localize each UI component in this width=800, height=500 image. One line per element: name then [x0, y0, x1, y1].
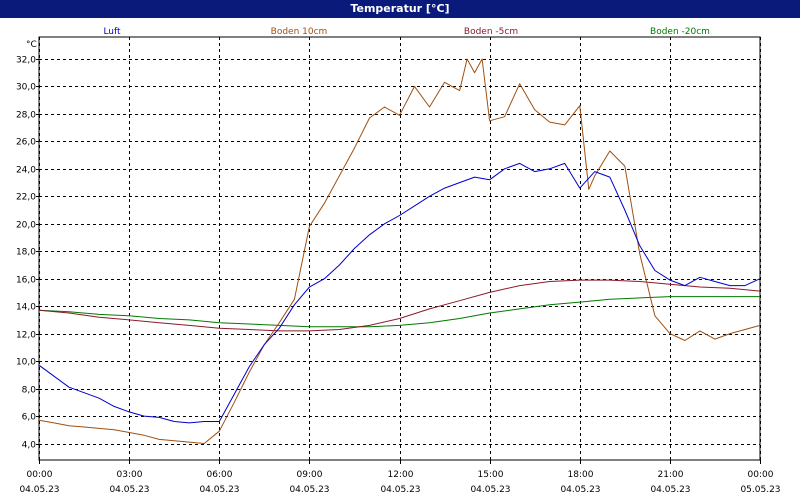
x-tick-time-label: 00:00 — [27, 470, 53, 480]
y-tick-label: 32,0 — [16, 56, 36, 66]
series-line-boden-10cm — [38, 58, 761, 444]
y-tick-label: 18,0 — [16, 248, 36, 258]
legend-luft: Luft — [103, 27, 121, 37]
x-tick-date-label: 04.05.23 — [560, 485, 600, 495]
legend-boden-5cm: Boden -5cm — [464, 27, 518, 37]
y-tick-label: 22,0 — [16, 193, 36, 203]
temperature-chart: 4,0 6,0 8,0 10,0 12,0 14,0 16,0 18,0 20,0 22,0 24,… — [16, 27, 781, 495]
legend-boden-20cm: Boden -20cm — [650, 27, 710, 37]
legend-boden-10cm: Boden 10cm — [271, 27, 328, 37]
x-tick-date-label: 04.05.23 — [19, 485, 59, 495]
x-tick-date-label: 05.05.23 — [740, 485, 780, 495]
x-tick-date-label: 04.05.23 — [650, 485, 690, 495]
y-tick-label: 8,0 — [22, 386, 37, 396]
x-tick-date-label: 04.05.23 — [199, 485, 239, 495]
y-tick-label: 10,0 — [16, 358, 36, 368]
y-tick-label: 14,0 — [16, 303, 36, 313]
y-tick-label: 16,0 — [16, 276, 36, 286]
series-line-luft — [38, 162, 761, 424]
x-tick-time-label: 06:00 — [207, 470, 233, 480]
x-tick-time-label: 12:00 — [388, 470, 414, 480]
y-tick-label: 26,0 — [16, 138, 36, 148]
plot-frame — [38, 36, 761, 461]
series-line-boden-5cm — [38, 279, 761, 332]
y-tick-label: 12,0 — [16, 331, 36, 341]
y-tick-label: 24,0 — [16, 166, 36, 176]
y-tick-label: 6,0 — [22, 413, 37, 423]
series-line-boden-20cm — [38, 296, 760, 328]
x-tick-date-label: 04.05.23 — [289, 485, 329, 495]
x-tick-time-label: 00:00 — [748, 470, 774, 480]
x-tick-time-label: 09:00 — [297, 470, 323, 480]
chart-title: Temperatur [°C] — [0, 0, 800, 18]
y-tick-label: 20,0 — [16, 221, 36, 231]
x-tick-date-label: 04.05.23 — [470, 485, 510, 495]
x-tick-date-label: 04.05.23 — [380, 485, 420, 495]
x-tick-time-label: 21:00 — [658, 470, 684, 480]
y-tick-label: 28,0 — [16, 111, 36, 121]
x-tick-date-label: 04.05.23 — [109, 485, 149, 495]
y-axis-label: °C — [26, 40, 37, 50]
x-tick-time-label: 18:00 — [568, 470, 594, 480]
y-tick-label: 4,0 — [22, 441, 37, 451]
y-tick-label: 30,0 — [16, 83, 36, 93]
x-tick-time-label: 03:00 — [117, 470, 143, 480]
x-tick-time-label: 15:00 — [478, 470, 504, 480]
